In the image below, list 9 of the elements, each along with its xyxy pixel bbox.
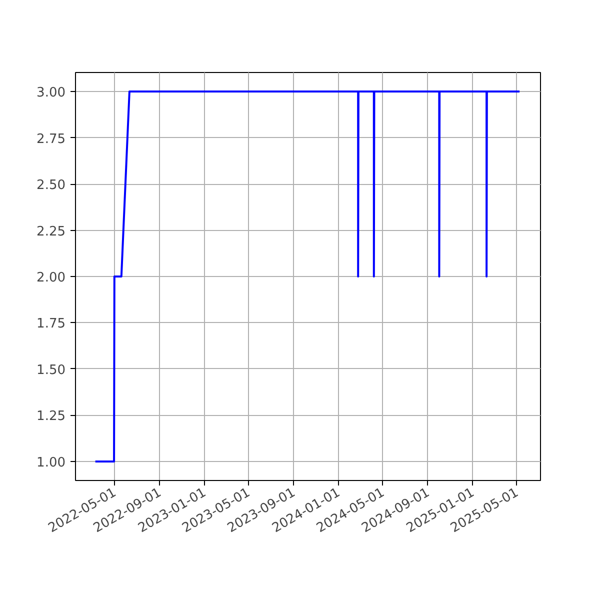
y-tick-label: 1.50 bbox=[36, 362, 66, 378]
y-tick-label: 1.75 bbox=[36, 316, 66, 332]
y-tick-label: 3.00 bbox=[36, 86, 66, 101]
y-tick-label: 2.00 bbox=[36, 270, 66, 286]
y-tick-label: 2.75 bbox=[36, 132, 66, 147]
y-tick-label: 2.25 bbox=[36, 224, 66, 240]
y-tick-label: 2.50 bbox=[36, 178, 66, 194]
y-tick-label: 1.00 bbox=[36, 455, 66, 470]
y-tick-label: 1.25 bbox=[36, 409, 66, 424]
